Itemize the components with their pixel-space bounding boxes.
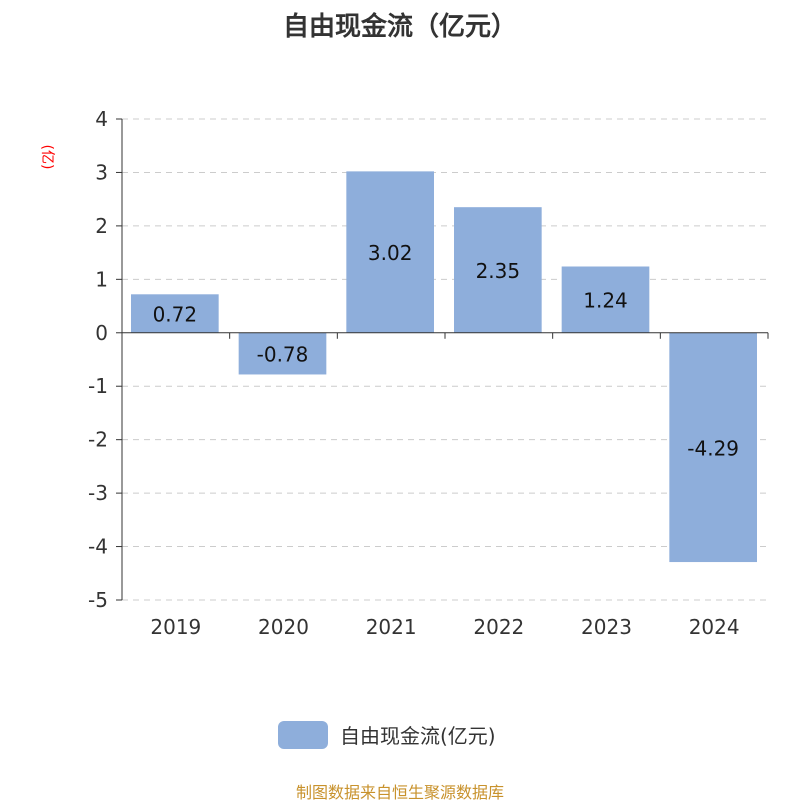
x-tick-label: 2019 xyxy=(150,615,201,639)
x-tick-label: 2024 xyxy=(689,615,740,639)
legend[interactable]: 自由现金流(亿元) xyxy=(278,720,496,749)
bar xyxy=(238,332,327,375)
y-tick-label: 0 xyxy=(95,321,108,345)
data-label: 0.72 xyxy=(153,303,198,327)
y-tick-label: -2 xyxy=(88,428,108,452)
y-tick-label: -3 xyxy=(88,481,108,505)
x-tick-label: 2022 xyxy=(473,615,524,639)
x-tick-label: 2023 xyxy=(581,615,632,639)
y-tick-label: 1 xyxy=(95,267,108,291)
data-label: 1.24 xyxy=(583,289,628,313)
y-tick-label: -1 xyxy=(88,374,108,398)
y-tick-label: 3 xyxy=(95,160,108,184)
legend-label: 自由现金流(亿元) xyxy=(340,724,496,748)
chart-title: 自由现金流（亿元） xyxy=(282,12,517,42)
x-tick-label: 2021 xyxy=(366,615,417,639)
data-label: -4.29 xyxy=(687,436,739,460)
bar xyxy=(669,332,757,563)
y-tick-label: -4 xyxy=(88,535,108,559)
y-tick-label: 4 xyxy=(95,107,108,131)
data-label: 2.35 xyxy=(476,259,521,283)
bar xyxy=(131,294,219,333)
x-tick-label: 2020 xyxy=(258,615,309,639)
bar xyxy=(561,266,650,333)
y-tick-label: -5 xyxy=(88,588,108,612)
footer-source: 制图数据来自恒生聚源数据库 xyxy=(295,783,504,800)
y-tick-label: 2 xyxy=(95,214,108,238)
data-label: 3.02 xyxy=(368,241,413,265)
bar xyxy=(346,171,434,333)
data-label: -0.78 xyxy=(257,343,309,367)
bar xyxy=(454,207,542,333)
legend-swatch xyxy=(278,720,328,749)
